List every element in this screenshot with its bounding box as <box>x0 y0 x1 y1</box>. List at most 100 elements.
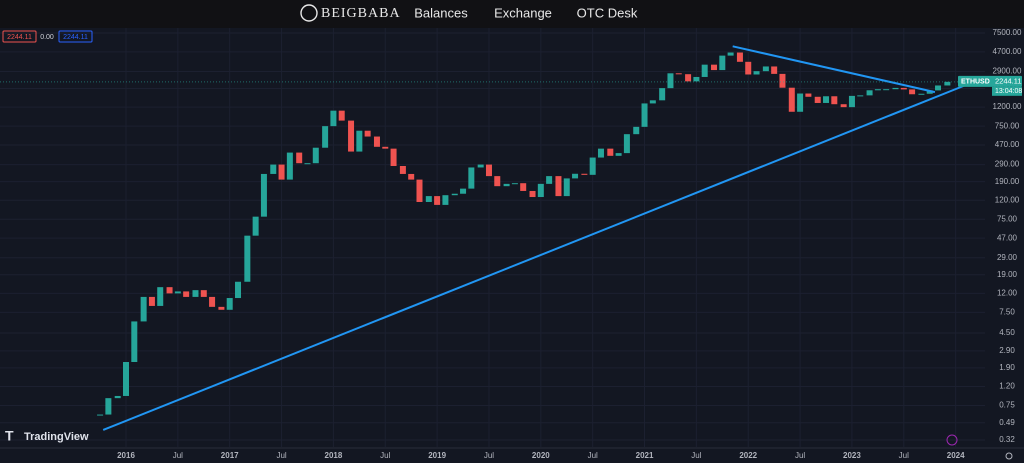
legend-value: 2244.11 <box>7 34 32 41</box>
candle <box>909 89 916 95</box>
candle <box>607 148 614 156</box>
candle <box>503 183 510 187</box>
x-tick-label: 2023 <box>843 451 861 460</box>
candle <box>148 296 155 306</box>
y-tick-label: 12.00 <box>997 289 1018 298</box>
y-tick-label: 750.00 <box>995 121 1020 130</box>
y-tick-label: 0.32 <box>999 435 1015 444</box>
price-tag-value: 2244.11 <box>995 76 1022 85</box>
candle <box>892 87 899 90</box>
candle <box>174 291 181 294</box>
candle <box>736 52 743 62</box>
logo-icon <box>300 4 318 22</box>
y-tick-label: 120.00 <box>995 195 1020 204</box>
candle <box>330 110 337 127</box>
candle <box>123 362 130 396</box>
candle <box>494 176 501 187</box>
candle <box>935 85 942 91</box>
candle <box>218 306 225 310</box>
candle <box>753 71 760 75</box>
x-tick-label: 2024 <box>947 451 965 460</box>
countdown-tag <box>992 86 1022 96</box>
candle <box>97 414 104 416</box>
candle <box>485 164 492 177</box>
x-tick-label: 2021 <box>636 451 654 460</box>
y-tick-label: 290.00 <box>995 160 1020 169</box>
candle <box>529 190 536 198</box>
candle <box>312 147 319 164</box>
candle <box>701 64 708 77</box>
candle <box>874 89 881 91</box>
candle <box>563 178 570 197</box>
candle <box>693 76 700 82</box>
candle <box>425 196 432 202</box>
logo[interactable]: BEIGBABA <box>321 6 401 21</box>
candle <box>797 93 804 112</box>
y-tick-label: 1.90 <box>999 363 1015 372</box>
candle <box>364 130 371 137</box>
candle <box>140 296 147 322</box>
y-tick-label: 470.00 <box>995 140 1020 149</box>
y-tick-label: 1200.00 <box>993 102 1022 111</box>
x-tick-label: 2017 <box>221 451 239 460</box>
candle <box>338 110 345 121</box>
legend-value: 2244.11 <box>63 34 88 41</box>
candle <box>667 73 674 89</box>
candle <box>511 183 518 185</box>
candle <box>831 96 838 105</box>
candle <box>641 103 648 127</box>
x-tick-label: Jul <box>380 451 390 460</box>
y-tick-label: 47.00 <box>997 233 1018 242</box>
settings-icon[interactable] <box>1005 452 1013 460</box>
candle <box>918 93 925 95</box>
candle <box>745 61 752 75</box>
candle <box>408 173 415 180</box>
watermark-text: TradingView <box>24 431 89 443</box>
trend-line <box>732 45 936 94</box>
candle <box>105 398 112 415</box>
candle <box>157 287 164 306</box>
candle <box>244 235 251 282</box>
price-tag-symbol: ETHUSD <box>961 79 990 86</box>
nav-item[interactable]: Exchange <box>494 5 552 20</box>
candle <box>537 183 544 198</box>
alert-icon[interactable] <box>946 434 958 446</box>
candle <box>200 290 207 297</box>
x-tick-label: 2020 <box>532 451 550 460</box>
x-tick-label: Jul <box>795 451 805 460</box>
candle <box>589 157 596 175</box>
candle <box>468 167 475 189</box>
candle <box>814 96 821 103</box>
watermark: T TradingView <box>5 428 89 444</box>
candle <box>235 281 242 299</box>
nav-item[interactable]: Balances <box>414 5 468 20</box>
candle <box>840 104 847 108</box>
x-tick-label: 2022 <box>739 451 757 460</box>
x-tick-label: 2019 <box>428 451 446 460</box>
candle <box>390 148 397 166</box>
candle <box>857 95 864 97</box>
candle <box>649 100 656 104</box>
candle <box>805 93 812 97</box>
countdown: 13:04:08 <box>995 88 1022 95</box>
y-tick-label: 0.49 <box>999 418 1015 427</box>
candle <box>659 88 666 101</box>
candle <box>685 74 692 82</box>
plot <box>0 45 985 431</box>
trend-line <box>102 83 969 431</box>
candle <box>727 52 734 56</box>
candle <box>382 146 389 149</box>
x-tick-label: Jul <box>484 451 494 460</box>
candle <box>356 130 363 152</box>
candle <box>399 165 406 174</box>
y-tick-label: 75.00 <box>997 214 1018 223</box>
y-tick-label: 190.00 <box>995 177 1020 186</box>
price-tag <box>958 75 1022 87</box>
candle <box>675 73 682 75</box>
candle <box>900 87 907 90</box>
candle <box>762 66 769 72</box>
candle <box>252 216 259 236</box>
nav-item[interactable]: OTC Desk <box>577 5 638 20</box>
y-tick-label: 4700.00 <box>993 47 1022 56</box>
y-tick-label: 0.75 <box>999 401 1015 410</box>
